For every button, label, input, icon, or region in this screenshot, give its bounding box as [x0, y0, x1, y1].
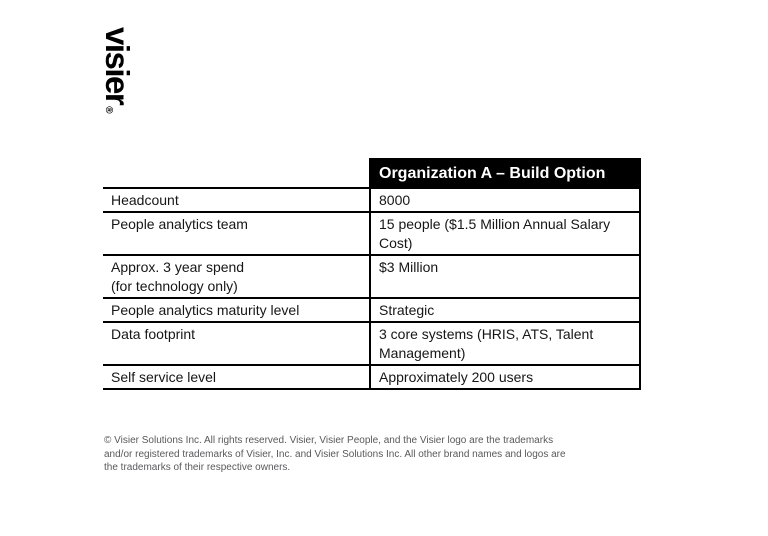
table-row: Self service level Approximately 200 use…	[103, 364, 641, 390]
row-label-self-service-level: Self service level	[103, 364, 371, 390]
table-header-title: Organization A – Build Option	[369, 158, 641, 189]
visier-logo: visier®	[99, 27, 136, 143]
table-row: Headcount 8000	[103, 187, 641, 213]
row-label-data-footprint: Data footprint	[103, 321, 371, 366]
row-value-3-year-spend: $3 Million	[369, 254, 641, 299]
table-row: Approx. 3 year spend (for technology onl…	[103, 254, 641, 299]
row-label-maturity-level: People analytics maturity level	[103, 297, 371, 323]
table-header-row: Organization A – Build Option	[103, 158, 641, 189]
visier-logo-text: visier	[99, 27, 136, 105]
row-label-people-analytics-team: People analytics team	[103, 211, 371, 256]
copyright-notice: © Visier Solutions Inc. All rights reser…	[104, 435, 566, 473]
row-value-data-footprint: 3 core systems (HRIS, ATS, Talent Manage…	[369, 321, 641, 366]
table-row: Data footprint 3 core systems (HRIS, ATS…	[103, 321, 641, 366]
row-label-3-year-spend: Approx. 3 year spend (for technology onl…	[103, 254, 371, 299]
row-value-maturity-level: Strategic	[369, 297, 641, 323]
row-value-headcount: 8000	[369, 187, 641, 213]
table-header-empty-cell	[103, 159, 371, 189]
row-label-headcount: Headcount	[103, 187, 371, 213]
table-row: People analytics maturity level Strategi…	[103, 297, 641, 323]
row-value-people-analytics-team: 15 people ($1.5 Million Annual Salary Co…	[369, 211, 641, 256]
comparison-table: Organization A – Build Option Headcount …	[103, 158, 641, 390]
row-value-self-service-level: Approximately 200 users	[369, 364, 641, 390]
registered-trademark-icon: ®	[103, 106, 114, 114]
table-row: People analytics team 15 people ($1.5 Mi…	[103, 211, 641, 256]
